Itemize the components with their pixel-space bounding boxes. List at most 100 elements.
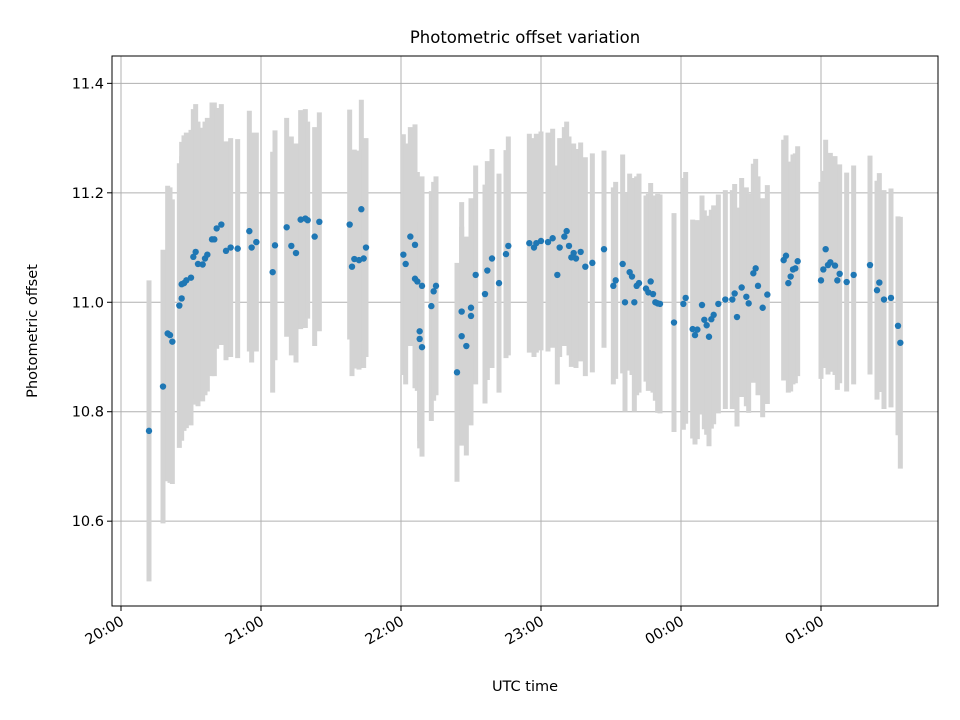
data-point xyxy=(710,311,717,319)
data-point xyxy=(248,244,255,251)
data-point xyxy=(577,248,584,256)
data-point xyxy=(222,247,230,255)
data-point xyxy=(211,236,218,243)
data-point xyxy=(785,279,792,287)
data-point xyxy=(178,295,185,302)
data-point xyxy=(418,282,426,290)
data-point xyxy=(694,326,701,333)
data-point xyxy=(873,287,881,294)
data-point xyxy=(505,242,512,250)
chart-title: Photometric offset variation xyxy=(410,28,640,47)
data-point xyxy=(619,260,626,268)
data-point xyxy=(794,258,801,265)
data-point xyxy=(682,294,689,302)
data-point xyxy=(472,271,479,279)
data-point xyxy=(880,296,888,303)
data-point xyxy=(418,343,426,351)
data-point xyxy=(831,262,839,269)
data-point xyxy=(183,277,190,284)
data-point xyxy=(703,322,710,329)
data-point xyxy=(488,255,496,262)
data-point xyxy=(631,299,638,306)
data-point xyxy=(463,342,470,350)
data-point xyxy=(827,259,834,266)
data-point xyxy=(733,313,741,321)
data-point xyxy=(432,282,440,290)
data-point xyxy=(316,218,323,226)
data-point xyxy=(348,263,356,270)
data-point xyxy=(502,250,510,258)
data-point xyxy=(750,270,757,277)
data-point xyxy=(218,221,225,228)
data-point xyxy=(731,290,738,297)
data-point xyxy=(311,233,318,240)
data-point xyxy=(416,328,423,335)
data-point xyxy=(647,278,654,285)
data-point xyxy=(495,279,503,287)
data-point xyxy=(738,284,745,291)
data-point xyxy=(759,304,766,311)
data-point xyxy=(166,331,174,339)
data-point xyxy=(199,261,206,268)
data-point xyxy=(304,216,311,224)
data-point xyxy=(362,244,370,251)
data-point xyxy=(467,304,475,311)
data-point xyxy=(411,241,419,249)
data-point xyxy=(561,233,568,240)
data-point xyxy=(698,301,706,309)
data-point xyxy=(271,242,279,249)
data-point xyxy=(194,260,202,268)
data-point xyxy=(414,278,421,285)
data-point xyxy=(288,242,295,250)
data-point xyxy=(764,291,771,298)
data-point xyxy=(358,206,365,213)
data-point xyxy=(820,266,827,273)
data-point xyxy=(680,300,687,308)
data-point xyxy=(817,277,825,284)
data-point xyxy=(850,271,857,279)
data-point xyxy=(430,288,437,295)
data-point xyxy=(190,253,197,261)
data-point xyxy=(400,251,407,258)
data-point xyxy=(897,339,904,346)
data-point xyxy=(187,274,195,281)
data-point xyxy=(689,325,696,333)
data-point xyxy=(589,259,596,267)
y-tick-label: 11.4 xyxy=(72,76,104,92)
data-point xyxy=(544,238,552,246)
data-point xyxy=(407,233,414,240)
data-point xyxy=(843,278,850,286)
data-point xyxy=(526,239,533,247)
data-point xyxy=(752,265,759,272)
data-point xyxy=(715,300,722,308)
data-point xyxy=(192,248,199,256)
data-point xyxy=(458,308,465,315)
data-point xyxy=(253,238,260,246)
data-point xyxy=(554,271,561,279)
data-point xyxy=(635,279,643,287)
data-point xyxy=(612,277,619,284)
data-point xyxy=(787,273,794,280)
data-point xyxy=(428,302,435,310)
x-axis-label: UTC time xyxy=(492,679,558,695)
data-point xyxy=(705,333,713,340)
data-point xyxy=(572,255,580,262)
data-point xyxy=(246,227,253,235)
data-point xyxy=(887,294,895,302)
axis-ticks: 20:00 21:00 22:00 23:00 00:00 01:0010.610.811… xyxy=(72,76,827,648)
data-point xyxy=(649,290,657,298)
data-point xyxy=(537,237,545,245)
data-point xyxy=(269,268,276,276)
data-point xyxy=(621,299,629,306)
y-tick-label: 10.8 xyxy=(72,405,104,421)
data-point xyxy=(628,273,636,280)
data-point xyxy=(159,383,167,390)
data-point xyxy=(570,249,577,257)
data-point xyxy=(481,290,489,298)
data-point xyxy=(549,235,556,242)
data-point xyxy=(360,255,367,262)
y-axis-label: Photometric offset xyxy=(25,264,41,398)
data-point xyxy=(866,261,874,269)
data-point xyxy=(754,282,762,290)
